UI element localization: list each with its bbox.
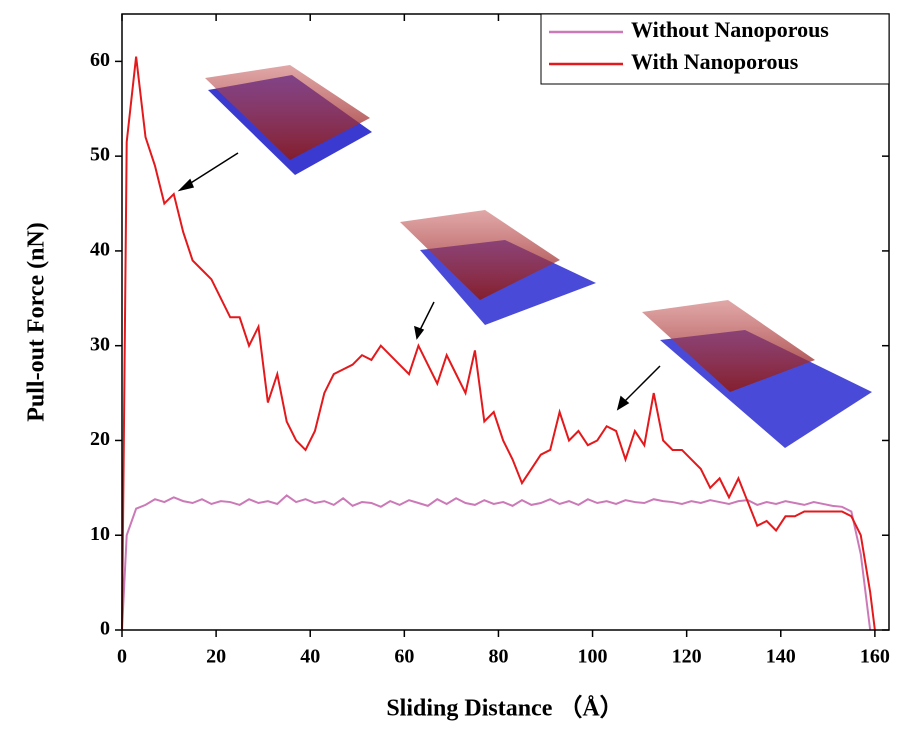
- x-tick-label: 40: [300, 646, 320, 668]
- plot-frame: [121, 13, 890, 631]
- y-tick-label: 10: [90, 523, 110, 545]
- y-tick-label: 60: [90, 49, 110, 71]
- inset-images: [205, 65, 872, 448]
- y-tick-label: 40: [90, 239, 110, 261]
- series-line: [121, 56, 876, 631]
- x-tick-label: 20: [206, 646, 226, 668]
- x-axis-label: Sliding Distance （Å）: [386, 695, 623, 722]
- y-tick-label: 30: [90, 333, 110, 355]
- x-tick-label: 140: [766, 646, 796, 668]
- x-tick-label: 80: [488, 646, 508, 668]
- legend-box: [540, 13, 890, 85]
- x-tick-label: 60: [394, 646, 414, 668]
- legend-label: With Nanoporous: [631, 49, 799, 74]
- y-tick-label: 50: [90, 144, 110, 166]
- series-line: [121, 494, 872, 631]
- x-tick-label: 100: [578, 646, 608, 668]
- y-tick-label: 20: [90, 428, 110, 450]
- arrows: [177, 152, 661, 411]
- legend-label: Without Nanoporous: [631, 17, 829, 42]
- x-tick-label: 120: [672, 646, 702, 668]
- y-tick-label: 0: [100, 618, 110, 640]
- y-axis-label: Pull-out Force (nN): [24, 222, 50, 422]
- x-tick-label: 160: [860, 646, 890, 668]
- x-tick-label: 0: [117, 646, 127, 668]
